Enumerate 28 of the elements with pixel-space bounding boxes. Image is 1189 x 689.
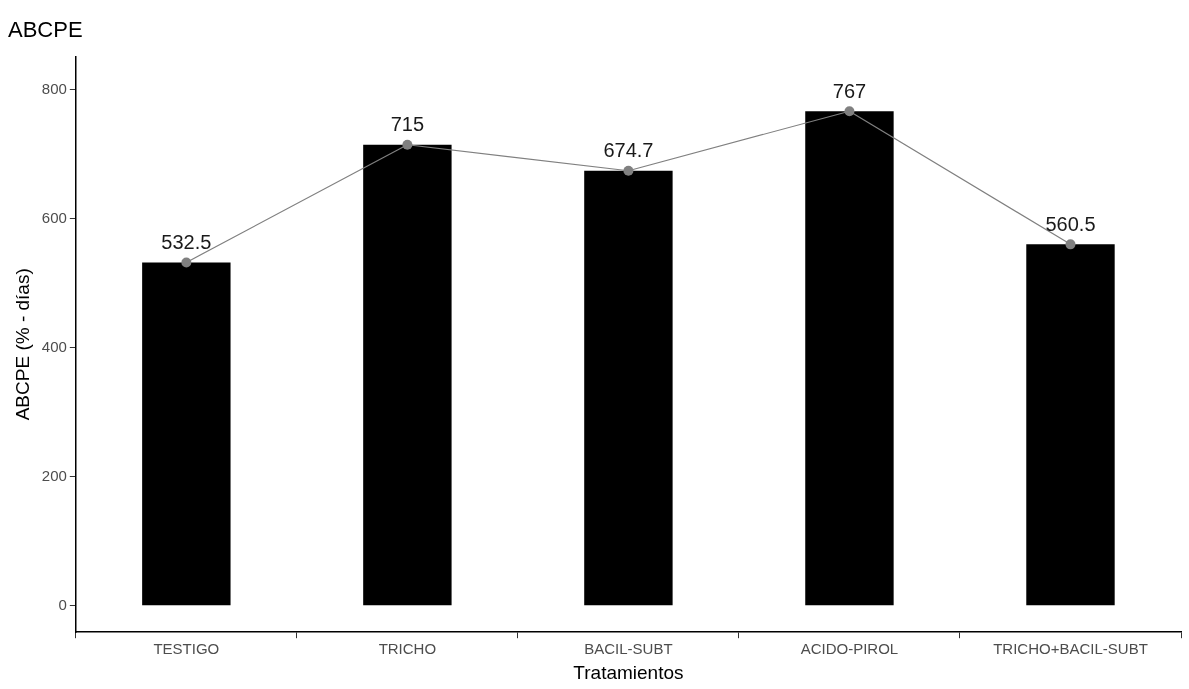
x-tick-label: ACIDO-PIROL	[800, 640, 899, 658]
x-tick-label: TRICHO	[378, 640, 437, 658]
y-tick-label: 800	[41, 80, 67, 98]
y-tick-label: 200	[41, 466, 67, 484]
x-axis-title: Tratamientos	[573, 661, 684, 683]
bar	[142, 262, 231, 606]
point	[402, 139, 413, 150]
point	[181, 257, 192, 268]
bar	[1026, 244, 1115, 606]
x-tick-label: TRICHO+BACIL-SUBT	[993, 640, 1148, 658]
data-label: 674.7	[603, 139, 654, 162]
bar	[363, 144, 452, 606]
y-tick-label: 600	[41, 209, 67, 227]
data-label: 532.5	[161, 230, 212, 253]
y-tick-label: 400	[41, 337, 67, 355]
bar	[584, 170, 673, 606]
x-tick-label: BACIL-SUBT	[584, 640, 673, 658]
x-tick-label: TESTIGO	[153, 640, 220, 658]
bar	[805, 111, 894, 606]
point	[623, 165, 634, 176]
data-label: 560.5	[1045, 212, 1096, 235]
chart-title: ABCPE	[8, 17, 83, 43]
point	[844, 106, 855, 117]
data-label: 715	[390, 113, 425, 136]
y-tick-label: 0	[58, 595, 67, 613]
data-label: 767	[832, 79, 867, 102]
y-axis-title: ABCPE (% - días)	[11, 268, 33, 421]
point	[1065, 239, 1076, 250]
